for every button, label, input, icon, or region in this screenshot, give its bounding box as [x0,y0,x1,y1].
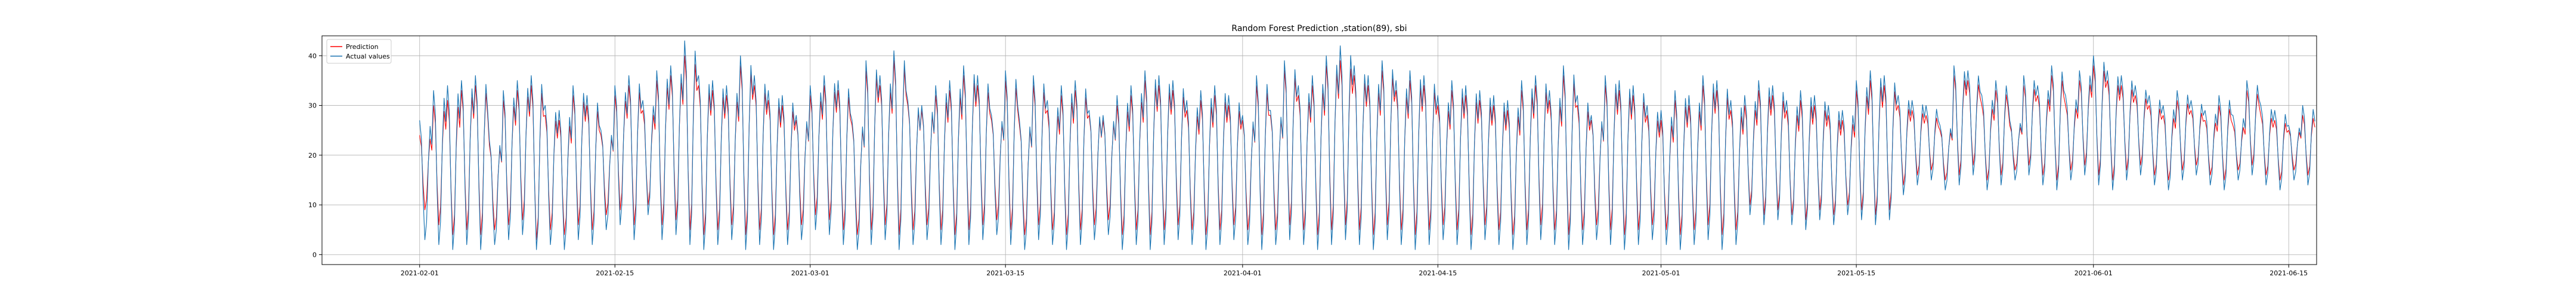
legend: Prediction Actual values [326,39,392,64]
x-tick-label: 2021-05-01 [1642,269,1680,277]
legend-box [326,39,392,64]
x-tick-label: 2021-04-15 [1419,269,1457,277]
x-tick-label: 2021-05-15 [1837,269,1875,277]
x-tick-label: 2021-02-01 [401,269,439,277]
y-tick-label: 0 [312,251,317,259]
y-tick-label: 30 [308,102,317,110]
y-tick-label: 40 [308,52,317,60]
x-tick-label: 2021-04-01 [1224,269,1262,277]
x-tick-label: 2021-03-15 [986,269,1024,277]
grid-layer [322,36,2317,265]
x-tick-label: 2021-06-01 [2075,269,2113,277]
y-tick-label: 10 [308,201,317,209]
axes-frame [321,35,2317,265]
legend-label-actual-values: Actual values [346,53,390,60]
x-tick-label: 2021-03-01 [791,269,829,277]
series-line-prediction [419,55,2315,240]
chart-title: Random Forest Prediction ,station(89), s… [1231,24,1407,33]
x-tick-label: 2021-06-15 [2270,269,2308,277]
x-tick-label: 2021-02-15 [596,269,634,277]
tick-layer: 2021-02-01 2021-02-15 2021-03-01 2021-03-15… [308,52,2308,277]
legend-label-prediction: Prediction [346,43,379,51]
series-layer [419,40,2315,250]
series-line-actual-values [419,40,2315,250]
y-tick-label: 20 [308,152,317,159]
